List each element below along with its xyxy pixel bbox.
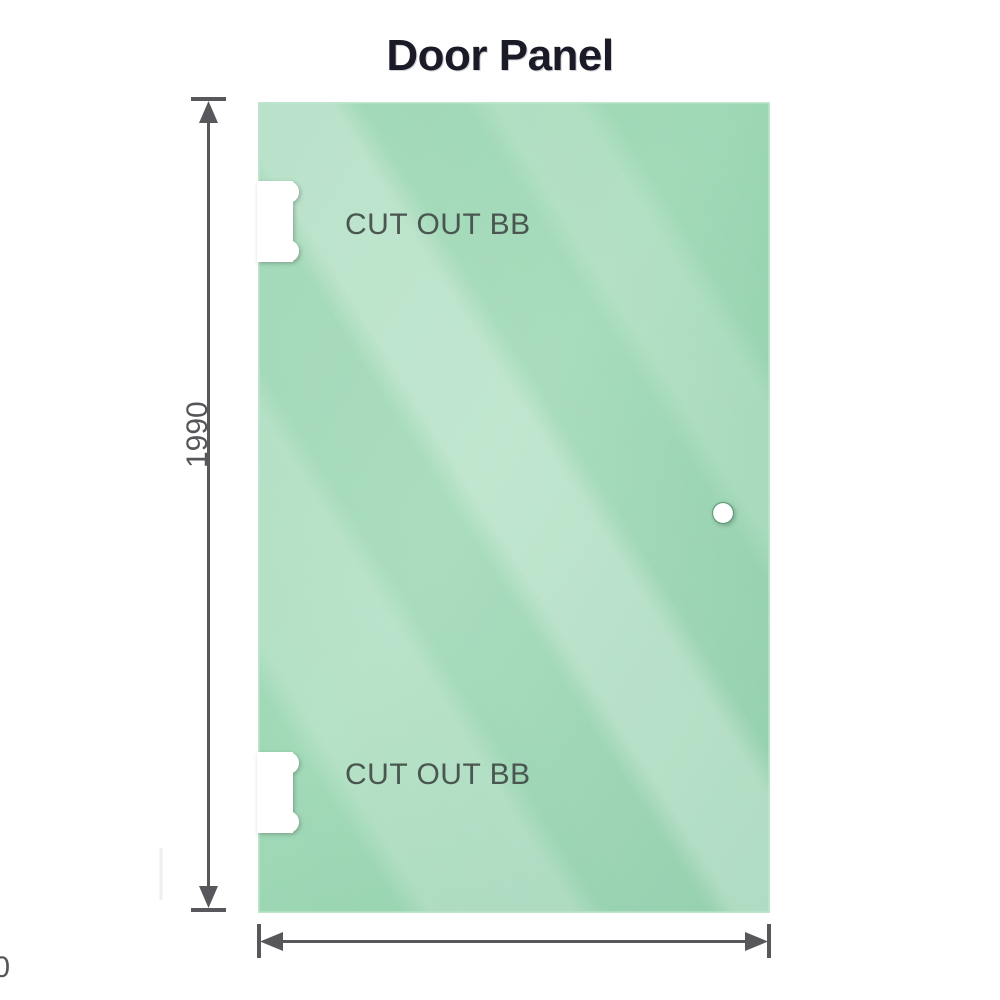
dimension-height-label: 1990: [181, 401, 214, 468]
dimension-height: [191, 97, 226, 912]
panel-edge-highlight: [257, 102, 770, 914]
cutout-bottom-label: CUT OUT BB: [345, 758, 531, 791]
handle-hole: [711, 501, 735, 525]
cutout-top: [257, 181, 299, 262]
cutout-bottom: [257, 752, 299, 833]
dimension-width-label-wrap: 650: [0, 953, 485, 983]
dim-width-arrow-right: [745, 932, 768, 951]
dim-height-arrow-top: [199, 101, 218, 123]
cutout-top-label: CUT OUT BB: [345, 208, 531, 241]
glass-panel: [257, 102, 770, 914]
dimension-width-label: 650: [0, 951, 11, 984]
dim-height-arrow-bottom: [199, 886, 218, 908]
dim-width-arrow-left: [260, 932, 283, 951]
dimension-width: [257, 924, 771, 958]
page-title: Door Panel: [386, 31, 614, 80]
